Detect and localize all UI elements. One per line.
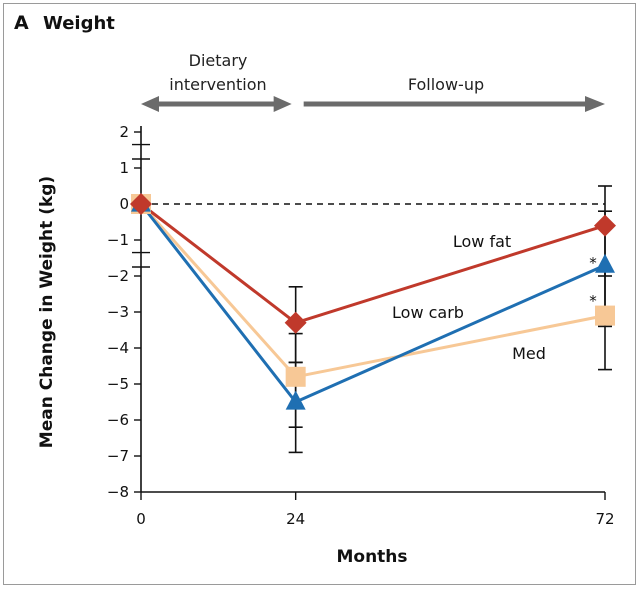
y-tick-label: −4 bbox=[107, 339, 129, 357]
point-low-fat-0 bbox=[130, 193, 152, 215]
y-tick-label: −7 bbox=[107, 447, 129, 465]
y-tick-label: −8 bbox=[107, 483, 129, 501]
y-tick-label: −6 bbox=[107, 411, 129, 429]
phase-followup-label: Follow-up bbox=[408, 75, 484, 94]
data-layer bbox=[130, 185, 616, 454]
y-tick-label: 2 bbox=[119, 123, 129, 141]
phase-arrowhead-dietary-right bbox=[273, 96, 292, 112]
y-axis-title: Mean Change in Weight (kg) bbox=[37, 176, 57, 448]
series-line-low-fat bbox=[140, 202, 606, 325]
phase-dietary-line2: intervention bbox=[169, 75, 266, 94]
phase-arrowhead-dietary-left bbox=[141, 96, 159, 112]
y-tick-label: −1 bbox=[107, 231, 129, 249]
axes-layer: 2 1 0 −1 −2 −3 −4 −5 −6 −7 −8 0 24 72 bbox=[107, 96, 615, 528]
point-med-24 bbox=[285, 366, 306, 387]
y-tick-label: −2 bbox=[107, 267, 129, 285]
x-tick-label: 0 bbox=[136, 510, 146, 528]
series-line-low-carb bbox=[139, 203, 606, 404]
phase-dietary-line1: Dietary bbox=[189, 51, 248, 70]
phase-annotations: Dietary intervention Follow-up bbox=[169, 51, 484, 94]
phase-arrowhead-followup bbox=[585, 96, 605, 112]
point-low-fat-24 bbox=[284, 311, 307, 334]
point-low-fat-72 bbox=[594, 214, 616, 237]
point-low-carb-72 bbox=[595, 253, 615, 273]
series-label-low-fat: Low fat bbox=[453, 232, 511, 251]
panel-title: Weight bbox=[43, 13, 115, 34]
series-label-low-carb: Low carb bbox=[392, 303, 464, 322]
y-tick-label: 0 bbox=[119, 195, 129, 213]
y-tick-label: −3 bbox=[107, 303, 129, 321]
star-med: * bbox=[589, 292, 597, 310]
panel-letter: A bbox=[14, 12, 29, 34]
point-low-carb-24 bbox=[285, 390, 306, 410]
point-med-72 bbox=[595, 305, 615, 326]
x-axis-title: Months bbox=[336, 547, 407, 567]
phase-arrows bbox=[141, 96, 605, 112]
star-low-carb: * bbox=[589, 254, 597, 272]
y-tick-label: −5 bbox=[107, 375, 129, 393]
x-tick-label: 24 bbox=[286, 510, 305, 528]
series-label-med: Med bbox=[512, 344, 546, 363]
y-tick-label: 1 bbox=[119, 159, 129, 177]
x-tick-label: 72 bbox=[595, 510, 614, 528]
figure-frame bbox=[3, 3, 636, 585]
